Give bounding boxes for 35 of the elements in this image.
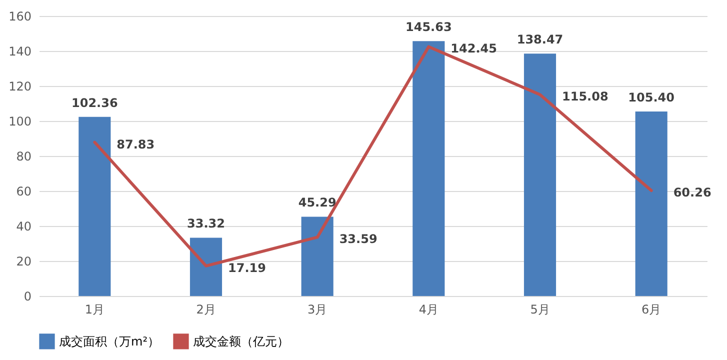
- x-tick-label: 1月: [84, 302, 104, 316]
- x-tick-label: 5月: [530, 302, 550, 316]
- bar: [190, 238, 222, 296]
- data-label: 105.40: [628, 90, 674, 105]
- data-label: 17.19: [228, 260, 266, 275]
- x-tick-label: 4月: [418, 302, 438, 316]
- legend-label: 成交面积（万m²）: [59, 334, 160, 348]
- data-label: 60.26: [673, 186, 712, 200]
- bar: [635, 112, 668, 296]
- data-label: 102.36: [72, 96, 118, 110]
- data-label: 87.83: [116, 137, 155, 152]
- y-tick-label: 160: [8, 10, 32, 24]
- x-tick-label: 3月: [308, 302, 328, 316]
- x-tick-label: 6月: [642, 302, 662, 316]
- bar: [412, 41, 445, 296]
- y-tick-label: 100: [8, 114, 32, 128]
- bar: [524, 54, 556, 296]
- y-tick-label: 20: [16, 254, 32, 268]
- data-label: 33.59: [339, 232, 378, 246]
- y-tick-label: 60: [16, 184, 32, 198]
- bar: [78, 116, 111, 296]
- legend-label: 成交金额（亿元）: [193, 334, 289, 348]
- y-tick-label: 40: [16, 220, 32, 234]
- data-label: 115.08: [562, 90, 608, 104]
- data-label: 142.45: [450, 42, 497, 56]
- data-label: 138.47: [516, 32, 564, 47]
- data-label: 45.29: [298, 196, 336, 210]
- data-label: 33.32: [187, 216, 225, 231]
- data-label: 145.63: [406, 20, 452, 34]
- y-tick-label: 140: [8, 44, 32, 58]
- y-tick-label: 80: [16, 150, 32, 164]
- y-tick-label: 0: [24, 290, 32, 304]
- y-tick-label: 120: [8, 80, 32, 94]
- bar: [301, 216, 334, 296]
- x-tick-label: 2月: [196, 302, 216, 316]
